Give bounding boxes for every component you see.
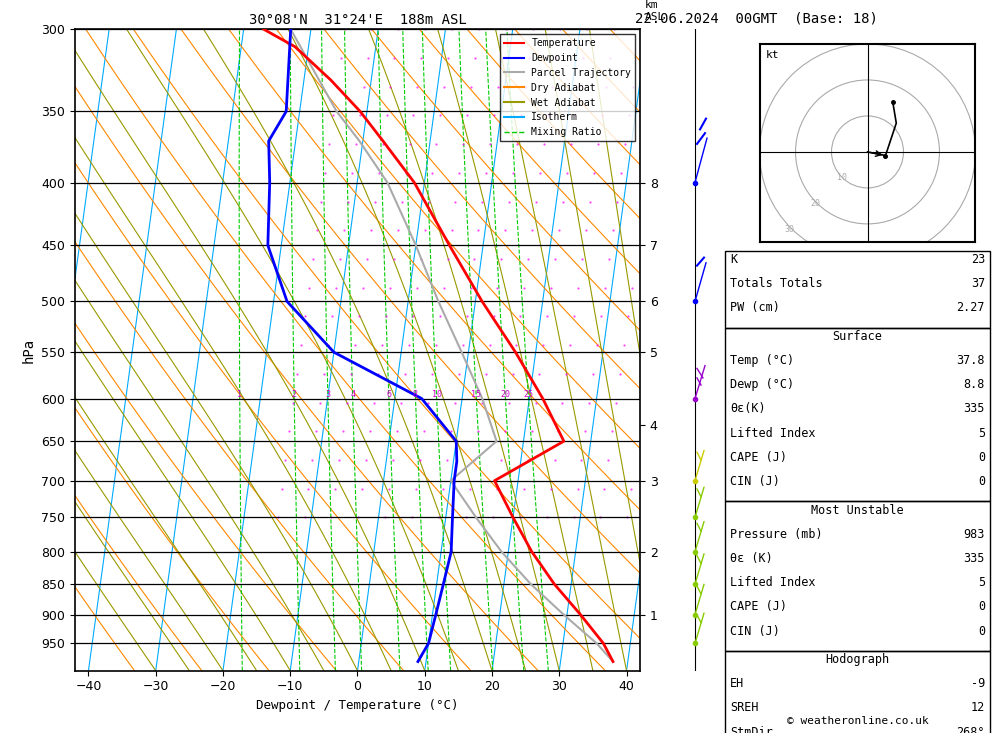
Text: 10: 10 — [837, 173, 847, 183]
X-axis label: Dewpoint / Temperature (°C): Dewpoint / Temperature (°C) — [256, 699, 459, 712]
Text: 37: 37 — [971, 277, 985, 290]
Text: Surface: Surface — [833, 330, 882, 343]
Text: -9: -9 — [971, 677, 985, 690]
Text: 25: 25 — [523, 389, 533, 399]
Text: 12: 12 — [971, 701, 985, 715]
Text: 0: 0 — [978, 475, 985, 488]
Text: θε(K): θε(K) — [730, 402, 766, 416]
Text: SREH: SREH — [730, 701, 759, 715]
Text: 0: 0 — [978, 451, 985, 464]
Text: 10: 10 — [432, 389, 442, 399]
Y-axis label: hPa: hPa — [22, 337, 36, 363]
Text: 15: 15 — [471, 389, 481, 399]
Text: Pressure (mb): Pressure (mb) — [730, 528, 823, 541]
Text: Hodograph: Hodograph — [825, 653, 890, 666]
Text: © weatheronline.co.uk: © weatheronline.co.uk — [787, 715, 928, 726]
Text: 983: 983 — [964, 528, 985, 541]
Text: 23: 23 — [971, 253, 985, 266]
Text: 20: 20 — [811, 199, 821, 208]
Text: Totals Totals: Totals Totals — [730, 277, 823, 290]
Text: 6: 6 — [386, 389, 391, 399]
Text: Temp (°C): Temp (°C) — [730, 354, 794, 367]
Text: 20: 20 — [500, 389, 510, 399]
Text: 268°: 268° — [956, 726, 985, 733]
Text: 22.06.2024  00GMT  (Base: 18): 22.06.2024 00GMT (Base: 18) — [635, 12, 878, 26]
Text: 8: 8 — [413, 389, 418, 399]
Text: 5: 5 — [978, 427, 985, 440]
Text: StmDir: StmDir — [730, 726, 773, 733]
Text: CIN (J): CIN (J) — [730, 625, 780, 638]
Text: 4: 4 — [350, 389, 355, 399]
Text: 8.8: 8.8 — [964, 378, 985, 391]
Text: kt: kt — [766, 50, 780, 60]
Text: θε (K): θε (K) — [730, 552, 773, 565]
Text: 1: 1 — [237, 389, 242, 399]
Text: 3: 3 — [325, 389, 330, 399]
Text: PW (cm): PW (cm) — [730, 301, 780, 314]
Text: 0: 0 — [978, 625, 985, 638]
Legend: Temperature, Dewpoint, Parcel Trajectory, Dry Adiabat, Wet Adiabat, Isotherm, Mi: Temperature, Dewpoint, Parcel Trajectory… — [500, 34, 635, 141]
Text: 5: 5 — [978, 576, 985, 589]
Text: 30: 30 — [785, 225, 795, 234]
Text: CAPE (J): CAPE (J) — [730, 600, 787, 614]
Text: CIN (J): CIN (J) — [730, 475, 780, 488]
Text: Dewp (°C): Dewp (°C) — [730, 378, 794, 391]
Text: 0: 0 — [978, 600, 985, 614]
Text: 37.8: 37.8 — [956, 354, 985, 367]
Text: 2: 2 — [292, 389, 297, 399]
Text: 335: 335 — [964, 552, 985, 565]
Title: 30°08'N  31°24'E  188m ASL: 30°08'N 31°24'E 188m ASL — [249, 12, 466, 27]
Text: 335: 335 — [964, 402, 985, 416]
Text: Most Unstable: Most Unstable — [811, 504, 904, 517]
Text: 2.27: 2.27 — [956, 301, 985, 314]
Text: Lifted Index: Lifted Index — [730, 576, 816, 589]
Text: K: K — [730, 253, 737, 266]
Text: EH: EH — [730, 677, 744, 690]
Text: CAPE (J): CAPE (J) — [730, 451, 787, 464]
Text: km
ASL: km ASL — [645, 1, 665, 22]
Text: Lifted Index: Lifted Index — [730, 427, 816, 440]
